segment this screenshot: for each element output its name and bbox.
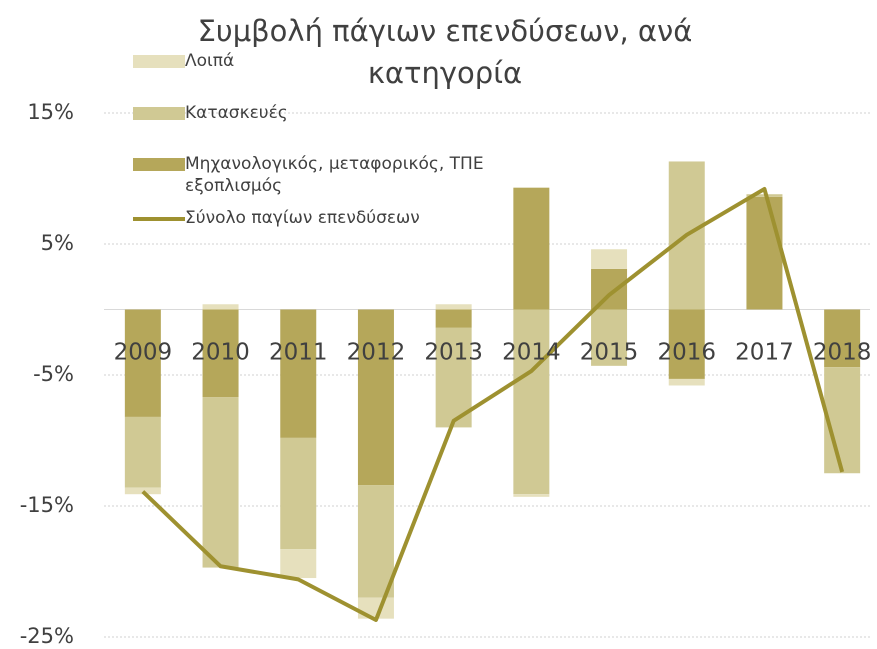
y-tick-label: -5% (33, 362, 74, 386)
bar (824, 367, 861, 474)
bar (668, 378, 705, 386)
legend-label: Λοιπά (185, 51, 235, 71)
x-tick-label: 2014 (502, 340, 561, 366)
x-tick-label: 2013 (424, 340, 483, 366)
bar (591, 268, 628, 310)
x-tick-label: 2012 (347, 340, 406, 366)
bar (280, 437, 317, 550)
legend-swatch (133, 55, 185, 68)
line (141, 186, 845, 622)
bar (124, 309, 161, 417)
chart-title: Συμβολή πάγιων επενδύσεων, ανά κατηγορία (197, 14, 693, 90)
bar (202, 309, 239, 398)
legend-item: Λοιπά (133, 50, 515, 72)
y-tick-label: 15% (27, 100, 74, 124)
y-tick-label: 5% (41, 231, 74, 255)
bar (513, 309, 550, 495)
x-tick-label: 2017 (735, 340, 794, 366)
legend-label: Σύνολο παγίων επενδύσεων (185, 208, 420, 228)
bar (202, 397, 239, 568)
bar (435, 309, 472, 328)
x-tick-label: 2011 (269, 340, 328, 366)
x-tick-label: 2010 (191, 340, 250, 366)
x-tick-label: 2015 (580, 340, 639, 366)
y-tick-label: -25% (20, 624, 74, 648)
y-tick-label: -15% (20, 493, 74, 517)
x-tick-label: 2009 (114, 340, 173, 366)
legend-label: Μηχανολογικός, μεταφορικός, ΤΠΕ εξοπλισμ… (185, 154, 484, 196)
bar (591, 249, 628, 269)
bar (280, 309, 317, 438)
bar (124, 487, 161, 495)
bar (513, 494, 550, 497)
x-tick-label: 2016 (657, 340, 716, 366)
bar (824, 309, 861, 368)
legend-swatch (133, 158, 185, 171)
bar (435, 304, 472, 310)
bar (202, 304, 239, 310)
legend-swatch (133, 107, 185, 120)
legend-label: Κατασκευές (185, 103, 288, 123)
legend-item: Μηχανολογικός, μεταφορικός, ΤΠΕ εξοπλισμ… (133, 153, 515, 197)
bar (668, 309, 705, 379)
legend-item: Σύνολο παγίων επενδύσεων (133, 207, 515, 229)
bar (357, 485, 394, 598)
bar (280, 549, 317, 579)
x-tick-label: 2018 (813, 340, 872, 366)
legend-item: Κατασκευές (133, 102, 515, 124)
bar (513, 187, 550, 310)
legend-swatch (133, 217, 185, 221)
bar (357, 309, 394, 486)
bar (124, 416, 161, 488)
bar (746, 196, 783, 310)
bar (591, 309, 628, 366)
